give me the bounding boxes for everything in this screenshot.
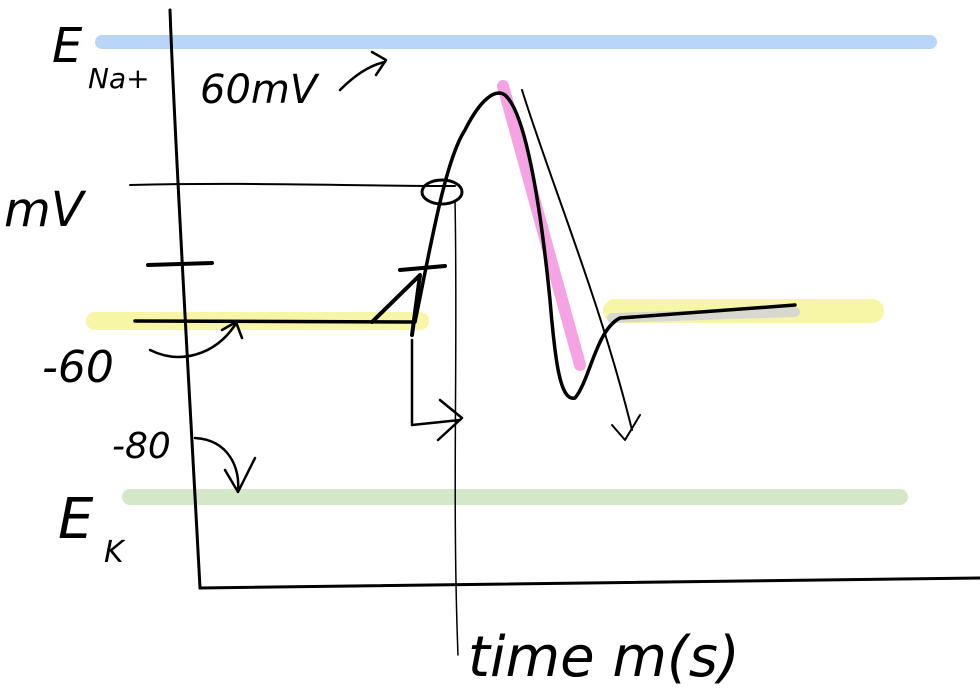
background — [0, 0, 980, 698]
e-k-label: E — [58, 487, 94, 552]
x-axis-label: time m(s) — [468, 625, 740, 690]
lower-label: -80 — [112, 426, 171, 467]
na-subscript: Na+ — [88, 62, 150, 95]
page: E Na+ 60mV mV -60 -80 E K time m(s) (() … — [0, 0, 980, 698]
k-subscript: K — [104, 535, 126, 570]
top-value-label: 60mV — [200, 67, 320, 113]
y-axis-label: mV — [4, 182, 87, 238]
diagram: E Na+ 60mV mV -60 -80 E K time m(s) — [0, 0, 980, 698]
rest-label: -60 — [42, 342, 114, 393]
e-na-label: E — [52, 18, 83, 74]
